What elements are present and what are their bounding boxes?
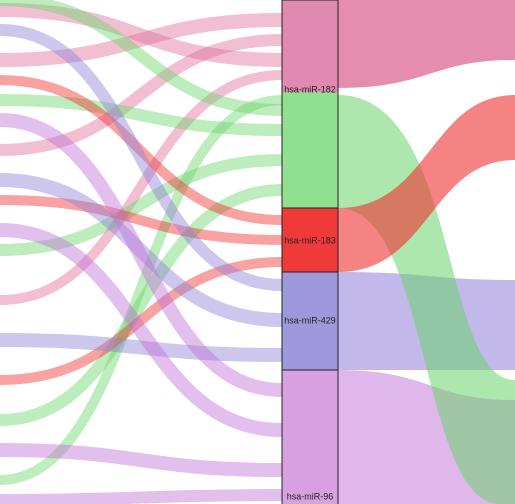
flow [338, 0, 515, 88]
flow [0, 154, 283, 256]
flow [0, 184, 283, 426]
flow [0, 195, 283, 245]
flow [0, 113, 283, 397]
flow [0, 223, 283, 437]
flow [0, 24, 283, 291]
flow [338, 95, 515, 272]
incoming-flows [0, 0, 283, 504]
node [281, 207, 339, 273]
node-segment [282, 0, 338, 92]
node-label: hsa-miR-182 [284, 84, 336, 94]
flow [0, 94, 283, 136]
flow [0, 257, 283, 385]
node-label: hsa-miR-96 [287, 491, 334, 501]
flow [0, 173, 283, 327]
node-label: hsa-miR-183 [284, 235, 336, 245]
nodes: hsa-miR-182 hsa-miR-183 hsa-miR-429 hsa-… [281, 0, 339, 504]
flow [0, 443, 283, 477]
flow [0, 0, 283, 116]
flow [0, 95, 283, 485]
flow [0, 13, 283, 67]
flow [0, 489, 283, 504]
flow [0, 75, 283, 225]
node-segment [282, 92, 338, 208]
flow [0, 333, 283, 362]
node [281, 271, 339, 371]
node [281, 369, 339, 504]
node-label: hsa-miR-429 [284, 315, 336, 325]
flow [0, 3, 283, 67]
flow [0, 34, 283, 156]
outgoing-flows [338, 0, 515, 504]
flow [0, 70, 283, 305]
